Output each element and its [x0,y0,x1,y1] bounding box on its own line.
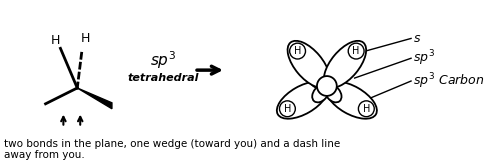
Text: $\mathbf{\mathit{sp^3}}$ $\mathbf{\mathit{Carbon}}$: $\mathbf{\mathit{sp^3}}$ $\mathbf{\mathi… [412,71,483,91]
Ellipse shape [316,76,336,96]
Ellipse shape [358,101,374,117]
Ellipse shape [276,82,327,119]
Ellipse shape [287,41,329,88]
Text: $\mathbf{\mathit{sp^3}}$: $\mathbf{\mathit{sp^3}}$ [412,48,434,68]
Ellipse shape [348,43,363,59]
Text: H: H [293,46,301,56]
Ellipse shape [324,85,341,102]
Text: $s$: $s$ [412,32,420,45]
Text: H: H [80,32,90,45]
Ellipse shape [326,73,344,89]
Text: H: H [352,46,359,56]
Text: H: H [283,104,291,114]
Ellipse shape [325,82,376,119]
Ellipse shape [289,43,305,59]
Text: H: H [362,104,369,114]
Text: tetrahedral: tetrahedral [127,73,199,83]
Ellipse shape [309,73,327,89]
Ellipse shape [312,85,328,102]
Text: H: H [51,34,60,47]
Ellipse shape [323,41,365,88]
Ellipse shape [279,101,295,117]
Text: two bonds in the plane, one wedge (toward you) and a dash line
away from you.: two bonds in the plane, one wedge (towar… [4,139,340,160]
Polygon shape [77,88,112,109]
Text: $sp^3$: $sp^3$ [150,49,176,71]
